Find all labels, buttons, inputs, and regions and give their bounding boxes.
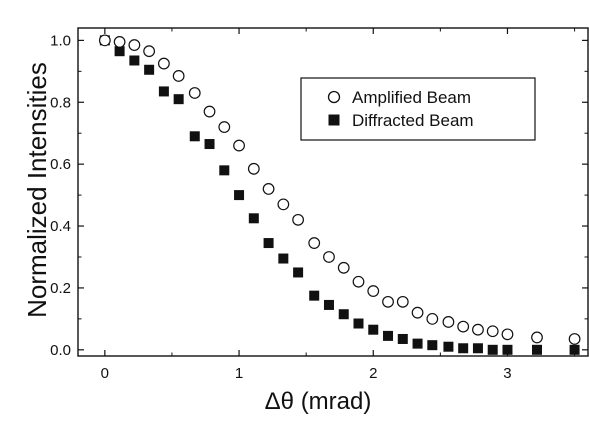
diffracted-beam-point	[368, 324, 379, 335]
diffracted-beam-point	[472, 343, 483, 354]
amplified-beam-point	[308, 237, 321, 249]
amplified-beam-point	[188, 87, 201, 99]
x-tick-label: 0	[101, 365, 109, 382]
diffracted-beam-point	[487, 344, 498, 355]
diffracted-beam-point	[129, 55, 140, 66]
y-tick-label: 1.0	[50, 32, 71, 49]
amplified-beam-point	[323, 251, 335, 263]
amplified-beam-point	[203, 105, 216, 118]
diffracted-beam-point	[189, 131, 200, 142]
data-marks	[98, 34, 581, 355]
amplified-beam-point	[426, 312, 439, 325]
diffracted-beam-point	[532, 344, 542, 355]
legend-label-amplified: Amplified Beam	[352, 88, 471, 107]
amplified-beam-point	[172, 70, 185, 82]
diffracted-beam-point	[158, 86, 169, 97]
x-tick-label: 3	[503, 365, 511, 382]
diffracted-beam-point	[144, 64, 155, 75]
amplified-beam-point	[568, 333, 581, 345]
y-tick-label: 0.0	[50, 342, 71, 359]
diffracted-beam-point	[569, 344, 580, 355]
plot-frame	[77, 27, 589, 357]
legend: Amplified Beam Diffracted Beam	[300, 77, 536, 141]
amplified-beam-point	[277, 198, 290, 211]
diffracted-beam-point	[502, 344, 513, 355]
amplified-beam-point	[531, 331, 543, 344]
y-tick-label: 0.2	[50, 280, 71, 297]
diffracted-beam-point	[427, 340, 438, 351]
amplified-beam-point	[442, 316, 455, 328]
diffracted-beam-point	[248, 213, 259, 224]
diffracted-beam-point	[114, 46, 125, 57]
axes	[77, 27, 589, 357]
diffracted-beam-point	[278, 253, 289, 264]
diffracted-beam-point	[338, 309, 349, 320]
amplified-beam-point	[486, 325, 499, 338]
legend-marker-diffracted	[328, 114, 340, 126]
diffracted-beam-point	[234, 190, 245, 201]
diffracted-beam-point	[204, 139, 215, 150]
amplified-beam-point	[128, 39, 141, 51]
amplified-beam-point	[233, 139, 245, 152]
amplified-beam-point	[457, 320, 470, 333]
amplified-beam-point	[367, 285, 380, 297]
y-axis-title: Normalized Intensities	[22, 62, 52, 318]
y-tick-label: 0.4	[50, 218, 71, 235]
amplified-beam-point	[337, 261, 350, 274]
legend-label-diffracted: Diffracted Beam	[352, 111, 474, 130]
diffracted-beam-point	[293, 267, 304, 278]
amplified-beam-point	[382, 295, 394, 308]
amplified-beam-point	[292, 213, 305, 226]
y-tick-label: 0.6	[50, 156, 71, 173]
amplified-beam-point	[113, 36, 126, 48]
x-axis-title: Δθ (mrad)	[265, 388, 372, 415]
x-tick-label: 1	[235, 365, 243, 382]
diffracted-beam-point	[458, 343, 469, 354]
legend-marker-amplified	[327, 90, 341, 104]
diffracted-beam-point	[309, 290, 320, 301]
diffracted-beam-point	[323, 299, 334, 310]
diffracted-beam-point	[397, 333, 408, 344]
diffracted-beam-point	[219, 165, 230, 176]
x-tick-label: 2	[369, 365, 377, 382]
amplified-beam-point	[352, 275, 365, 288]
diffracted-beam-point	[353, 318, 364, 329]
amplified-beam-point	[411, 306, 424, 319]
diffracted-beam-point	[263, 238, 274, 249]
amplified-beam-point	[247, 162, 260, 175]
amplified-beam-point	[396, 295, 409, 308]
diffracted-beam-point	[383, 330, 394, 341]
amplified-beam-point	[143, 45, 156, 58]
diffracted-beam-point	[173, 94, 184, 105]
diffracted-beam-point	[412, 338, 423, 349]
amplified-beam-point	[98, 34, 111, 47]
diffracted-beam-point	[443, 341, 454, 352]
amplified-beam-point	[218, 121, 231, 133]
amplified-beam-point	[501, 328, 514, 341]
amplified-beam-point	[472, 323, 484, 336]
amplified-beam-point	[157, 57, 170, 70]
axis-ticks: 0 1 2 3 0.0 0.2 0.4 0.6 0.8 1.0	[50, 28, 588, 382]
y-tick-label: 0.8	[50, 94, 71, 111]
amplified-beam-point	[262, 183, 275, 195]
legend-box	[300, 77, 536, 141]
